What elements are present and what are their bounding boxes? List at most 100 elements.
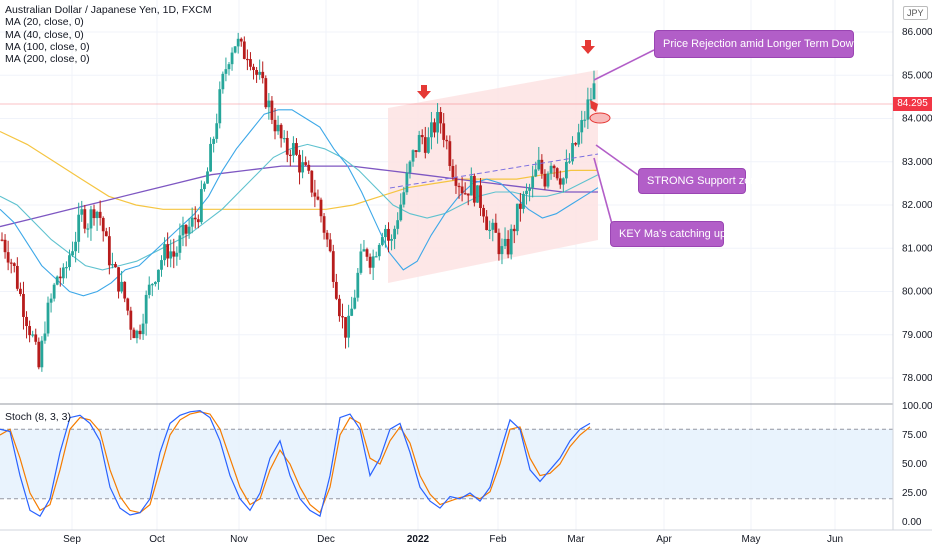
down-arrow-icon (417, 85, 431, 99)
candle-body (129, 310, 133, 330)
stoch-tick-label: 0.00 (902, 517, 922, 528)
candle-body (150, 284, 154, 286)
candle-body (74, 241, 78, 252)
currency-badge[interactable]: JPY (903, 6, 928, 20)
legend-ma40: MA (40, close, 0) (5, 28, 84, 41)
candle-body (374, 256, 378, 258)
price-tick-label: 86.000 (902, 27, 932, 38)
candle-body (592, 83, 596, 100)
candle-body (494, 222, 498, 233)
candle-body (331, 251, 335, 282)
candle-body (212, 138, 216, 144)
candle-body (405, 172, 409, 193)
stoch-tick-label: 50.00 (902, 459, 927, 470)
ma100-line (0, 130, 598, 210)
candle-body (430, 122, 433, 138)
candle-body (160, 260, 163, 270)
time-tick-label: Jun (827, 534, 843, 545)
candle-body (580, 120, 584, 133)
candle-body (445, 139, 449, 142)
candle-body (586, 99, 590, 120)
candle-body (89, 209, 93, 229)
candle-body (141, 323, 145, 335)
candle-body (334, 281, 338, 299)
candle-body (193, 217, 197, 220)
candle-body (49, 298, 53, 303)
candle-body (341, 316, 344, 318)
chart-legend: Australian Dollar / Japanese Yen, 1D, FX… (5, 4, 212, 65)
candle-body (120, 281, 124, 292)
time-tick-label: Apr (656, 534, 672, 545)
candle-body (261, 71, 265, 79)
callout-connector-support (595, 144, 639, 176)
candle-body (252, 66, 255, 71)
candle-body (114, 264, 117, 268)
price-tick-label: 84.000 (902, 114, 932, 125)
candle-body (184, 224, 188, 234)
candle-body (531, 176, 535, 188)
candle-body (6, 252, 10, 263)
candle-body (98, 211, 102, 218)
candle-body (433, 122, 436, 133)
candle-body (111, 264, 114, 266)
callout-connector-rejection (593, 49, 655, 81)
candle-body (104, 231, 108, 237)
candle-body (166, 244, 170, 259)
time-tick-label: Mar (567, 534, 585, 545)
candle-body (503, 238, 507, 247)
candle-body (267, 100, 271, 108)
candle-body (371, 256, 375, 268)
candle-body (522, 193, 525, 209)
candle-body (279, 124, 283, 139)
candle-body (209, 143, 212, 172)
candle-body (301, 162, 305, 173)
candle-body (549, 165, 553, 174)
candle-body (411, 150, 415, 162)
candle-body (28, 326, 32, 336)
candle-body (282, 137, 286, 140)
candle-body (43, 333, 47, 341)
candle-body (295, 143, 298, 155)
candle-body (264, 78, 268, 108)
candle-body (310, 170, 314, 193)
time-tick-label: Oct (149, 534, 165, 545)
candle-body (384, 228, 387, 238)
candle-body (203, 183, 206, 190)
candle-body (304, 162, 308, 165)
annotation-arrows (417, 40, 655, 225)
candle-body (583, 119, 587, 121)
candle-body (325, 232, 329, 240)
candle-body (187, 226, 191, 234)
price-tick-label: 80.000 (902, 287, 932, 298)
stoch-tick-label: 100.00 (902, 401, 932, 412)
candle-body (245, 58, 249, 61)
candle-body (399, 204, 403, 221)
candle-body (534, 169, 538, 177)
candle-body (77, 214, 81, 242)
candle-body (52, 284, 56, 299)
candle-body (568, 161, 571, 163)
candle-body (123, 281, 127, 299)
candle-body (457, 185, 461, 188)
candle-body (153, 282, 157, 285)
candle-body (34, 334, 38, 342)
candle-body (402, 192, 406, 205)
candle-body (227, 64, 231, 70)
candle-body (307, 164, 311, 171)
legend-ma100: MA (100, close, 0) (5, 40, 90, 53)
candle-body (215, 123, 219, 139)
legend-ma20: MA (20, close, 0) (5, 16, 84, 29)
candle-body (199, 189, 203, 223)
candle-body (132, 329, 136, 339)
candle-body (61, 267, 65, 279)
candle-body (224, 69, 228, 74)
candle-body (525, 190, 528, 194)
candle-body (414, 150, 418, 152)
candle-body (377, 244, 381, 257)
candle-body (359, 251, 363, 273)
candle-body (218, 89, 222, 124)
time-tick-label: Feb (489, 534, 507, 545)
candle-body (380, 237, 384, 245)
